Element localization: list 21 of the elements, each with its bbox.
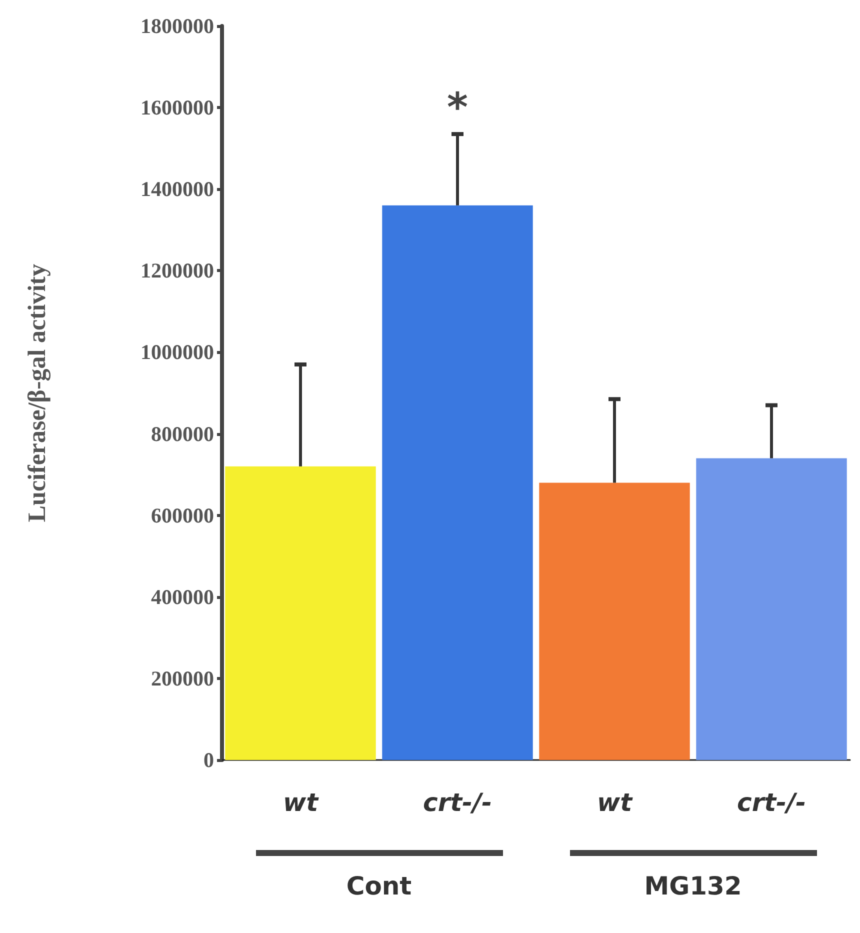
x-tick-label: crt-/- — [423, 788, 492, 817]
x-tick-label: wt — [596, 788, 634, 817]
y-tick-label: 200000 — [151, 666, 214, 690]
text: Cont — [346, 872, 412, 900]
y-tick-label: 1400000 — [140, 177, 214, 202]
y-tick-label: 0 — [204, 748, 214, 772]
y-tick-label: 1600000 — [140, 96, 214, 120]
y-tick-label: 600000 — [151, 503, 214, 528]
x-tick-label: wt — [282, 788, 320, 817]
y-tick-label: 1000000 — [140, 340, 214, 364]
y-tick-label: 1200000 — [140, 258, 214, 283]
y-axis-title: Luciferase/β-gal activity — [24, 263, 51, 522]
y-tick-label: 400000 — [151, 584, 214, 609]
y-tick-label: 800000 — [151, 422, 214, 446]
bar — [696, 458, 847, 760]
y-tick-label: 1800000 — [140, 14, 214, 38]
bar — [382, 205, 533, 760]
data-label: * — [447, 85, 468, 132]
x-tick-label: crt-/- — [737, 788, 806, 817]
bar — [539, 482, 690, 760]
text: MG132 — [644, 872, 742, 900]
